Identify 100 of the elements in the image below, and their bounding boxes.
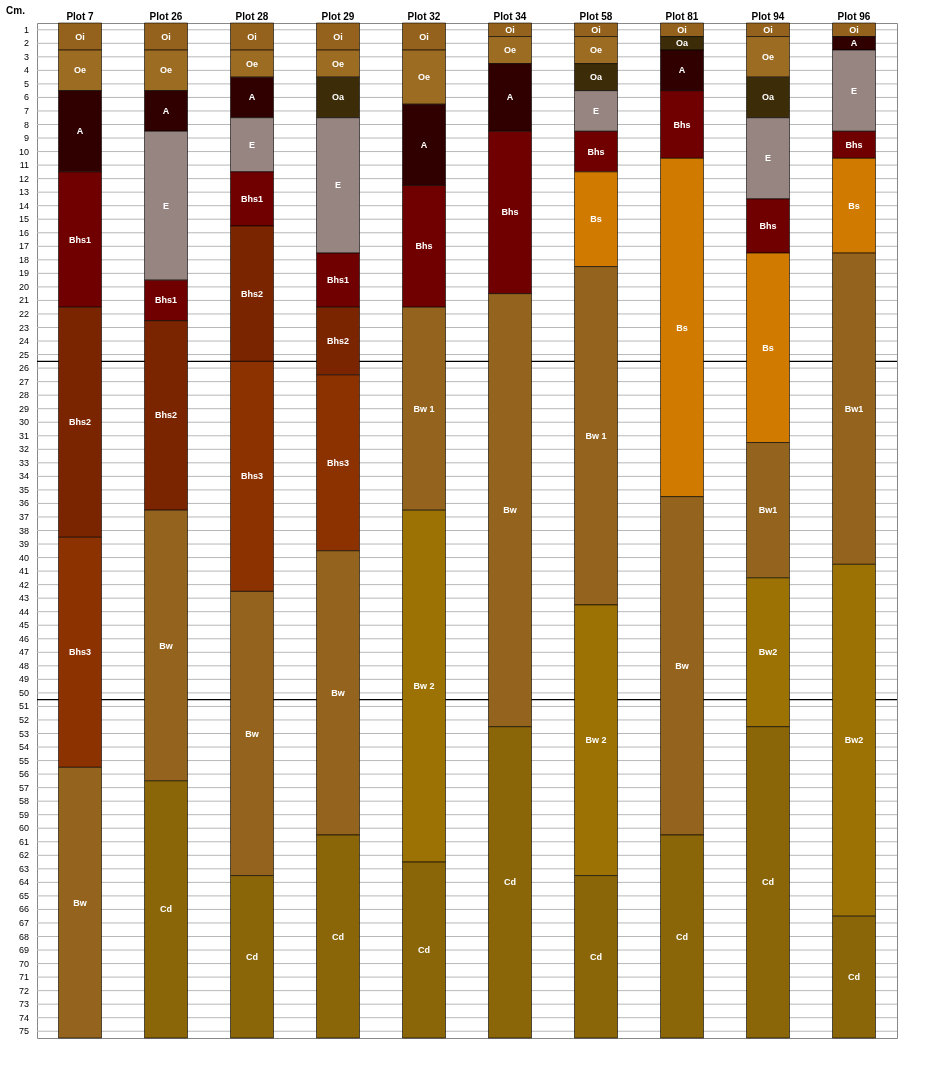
y-tick-label: 25 — [18, 349, 29, 360]
y-tick-label: 50 — [18, 687, 29, 698]
y-tick-label: 16 — [18, 227, 29, 238]
data-label: Oi — [333, 31, 343, 42]
data-label: Oe — [159, 65, 173, 76]
y-tick-label: 31 — [18, 430, 29, 441]
x-tick-label: Plot 81 — [665, 10, 699, 22]
data-label: Cd — [848, 972, 860, 983]
data-label: Bw 2 — [585, 735, 607, 746]
data-label: Cd — [160, 904, 172, 915]
x-tick-label: Plot 26 — [149, 10, 183, 22]
y-tick-label: 5 — [23, 78, 29, 89]
y-tick-label: 6 — [23, 92, 29, 103]
y-tick-label: 12 — [18, 173, 29, 184]
x-tick-label: Plot 94 — [751, 10, 785, 22]
data-label: Bhs1 — [68, 234, 92, 245]
data-label: Oi — [247, 31, 257, 42]
data-label: Cd — [418, 945, 430, 956]
y-tick-label: 59 — [18, 809, 29, 820]
data-label: Bw — [159, 640, 174, 651]
x-tick-label: Plot 29 — [321, 10, 355, 22]
data-label: Bw — [503, 505, 518, 516]
y-tick-label: 41 — [18, 566, 29, 577]
data-label: A — [76, 126, 84, 137]
data-label: Oi — [677, 24, 687, 35]
data-label: Cd — [762, 877, 774, 888]
y-tick-label: 30 — [18, 417, 29, 428]
y-tick-label: 71 — [18, 972, 29, 983]
data-label: Oi — [591, 24, 601, 35]
data-label: Oi — [419, 31, 429, 42]
data-label: Oi — [849, 24, 859, 35]
y-tick-label: 24 — [18, 336, 29, 347]
y-tick-label: 20 — [18, 281, 29, 292]
y-tick-label: 55 — [18, 755, 29, 766]
y-tick-label: 28 — [18, 390, 29, 401]
data-label: Oi — [505, 24, 515, 35]
data-label: Bs — [590, 214, 602, 225]
y-tick-label: 43 — [18, 593, 29, 604]
y-tick-label: 73 — [18, 999, 29, 1010]
y-tick-label: 36 — [18, 498, 29, 509]
data-label: Bs — [762, 342, 774, 353]
x-tick-label: Plot 58 — [579, 10, 613, 22]
y-tick-label: 67 — [18, 917, 29, 928]
x-tick-label: Plot 28 — [235, 10, 269, 22]
data-label: Bw — [675, 660, 690, 671]
data-label: E — [764, 153, 772, 164]
y-tick-label: 53 — [18, 728, 29, 739]
data-label: Oe — [245, 58, 259, 69]
y-tick-label: 47 — [18, 647, 29, 658]
y-tick-label: 29 — [18, 403, 29, 414]
data-label: Oe — [761, 51, 775, 62]
data-label: Bhs — [587, 146, 605, 157]
data-label: Bhs3 — [68, 647, 92, 658]
y-axis-title: Cm. — [6, 4, 26, 16]
y-tick-label: 22 — [18, 308, 29, 319]
data-label: A — [248, 92, 256, 103]
data-label: Oe — [73, 65, 87, 76]
y-tick-label: 57 — [18, 782, 29, 793]
data-label: Bhs — [501, 207, 519, 218]
data-label: E — [334, 180, 342, 191]
y-tick-label: 19 — [18, 268, 29, 279]
y-tick-label: 42 — [18, 579, 29, 590]
y-tick-label: 45 — [18, 620, 29, 631]
data-label: Oe — [503, 45, 517, 56]
y-tick-label: 17 — [18, 241, 29, 252]
data-label: Bhs1 — [326, 275, 350, 286]
y-tick-label: 8 — [23, 119, 29, 130]
data-label: Bhs2 — [154, 410, 178, 421]
x-tick-label: Plot 7 — [66, 10, 95, 22]
y-tick-label: 32 — [18, 444, 29, 455]
data-label: Oi — [75, 31, 85, 42]
data-label: Oa — [331, 92, 345, 103]
y-tick-label: 18 — [18, 254, 29, 265]
x-tick-label: Plot 34 — [493, 10, 527, 22]
data-label: Bw2 — [758, 647, 778, 658]
data-label: Oa — [589, 72, 603, 83]
data-label: Bw 1 — [585, 430, 607, 441]
data-label: Bhs3 — [240, 471, 264, 482]
y-tick-label: 49 — [18, 674, 29, 685]
data-label: A — [850, 38, 858, 49]
y-tick-label: 23 — [18, 322, 29, 333]
data-label: Cd — [590, 951, 602, 962]
data-label: Bw1 — [758, 505, 778, 516]
data-label: Bw — [331, 687, 346, 698]
data-label: Bhs3 — [326, 457, 350, 468]
data-label: Bhs1 — [154, 295, 178, 306]
y-tick-label: 48 — [18, 660, 29, 671]
y-tick-label: 74 — [18, 1012, 29, 1023]
data-label: Bhs2 — [240, 288, 264, 299]
data-label: Cd — [676, 931, 688, 942]
data-label: Oa — [675, 38, 689, 49]
y-tick-label: 1 — [23, 24, 29, 35]
data-label: Cd — [246, 951, 258, 962]
y-tick-label: 68 — [18, 931, 29, 942]
y-tick-label: 63 — [18, 863, 29, 874]
y-tick-label: 7 — [23, 105, 29, 116]
data-label: Oe — [589, 45, 603, 56]
data-label: A — [420, 139, 428, 150]
data-label: Cd — [504, 877, 516, 888]
y-tick-label: 54 — [18, 742, 29, 753]
